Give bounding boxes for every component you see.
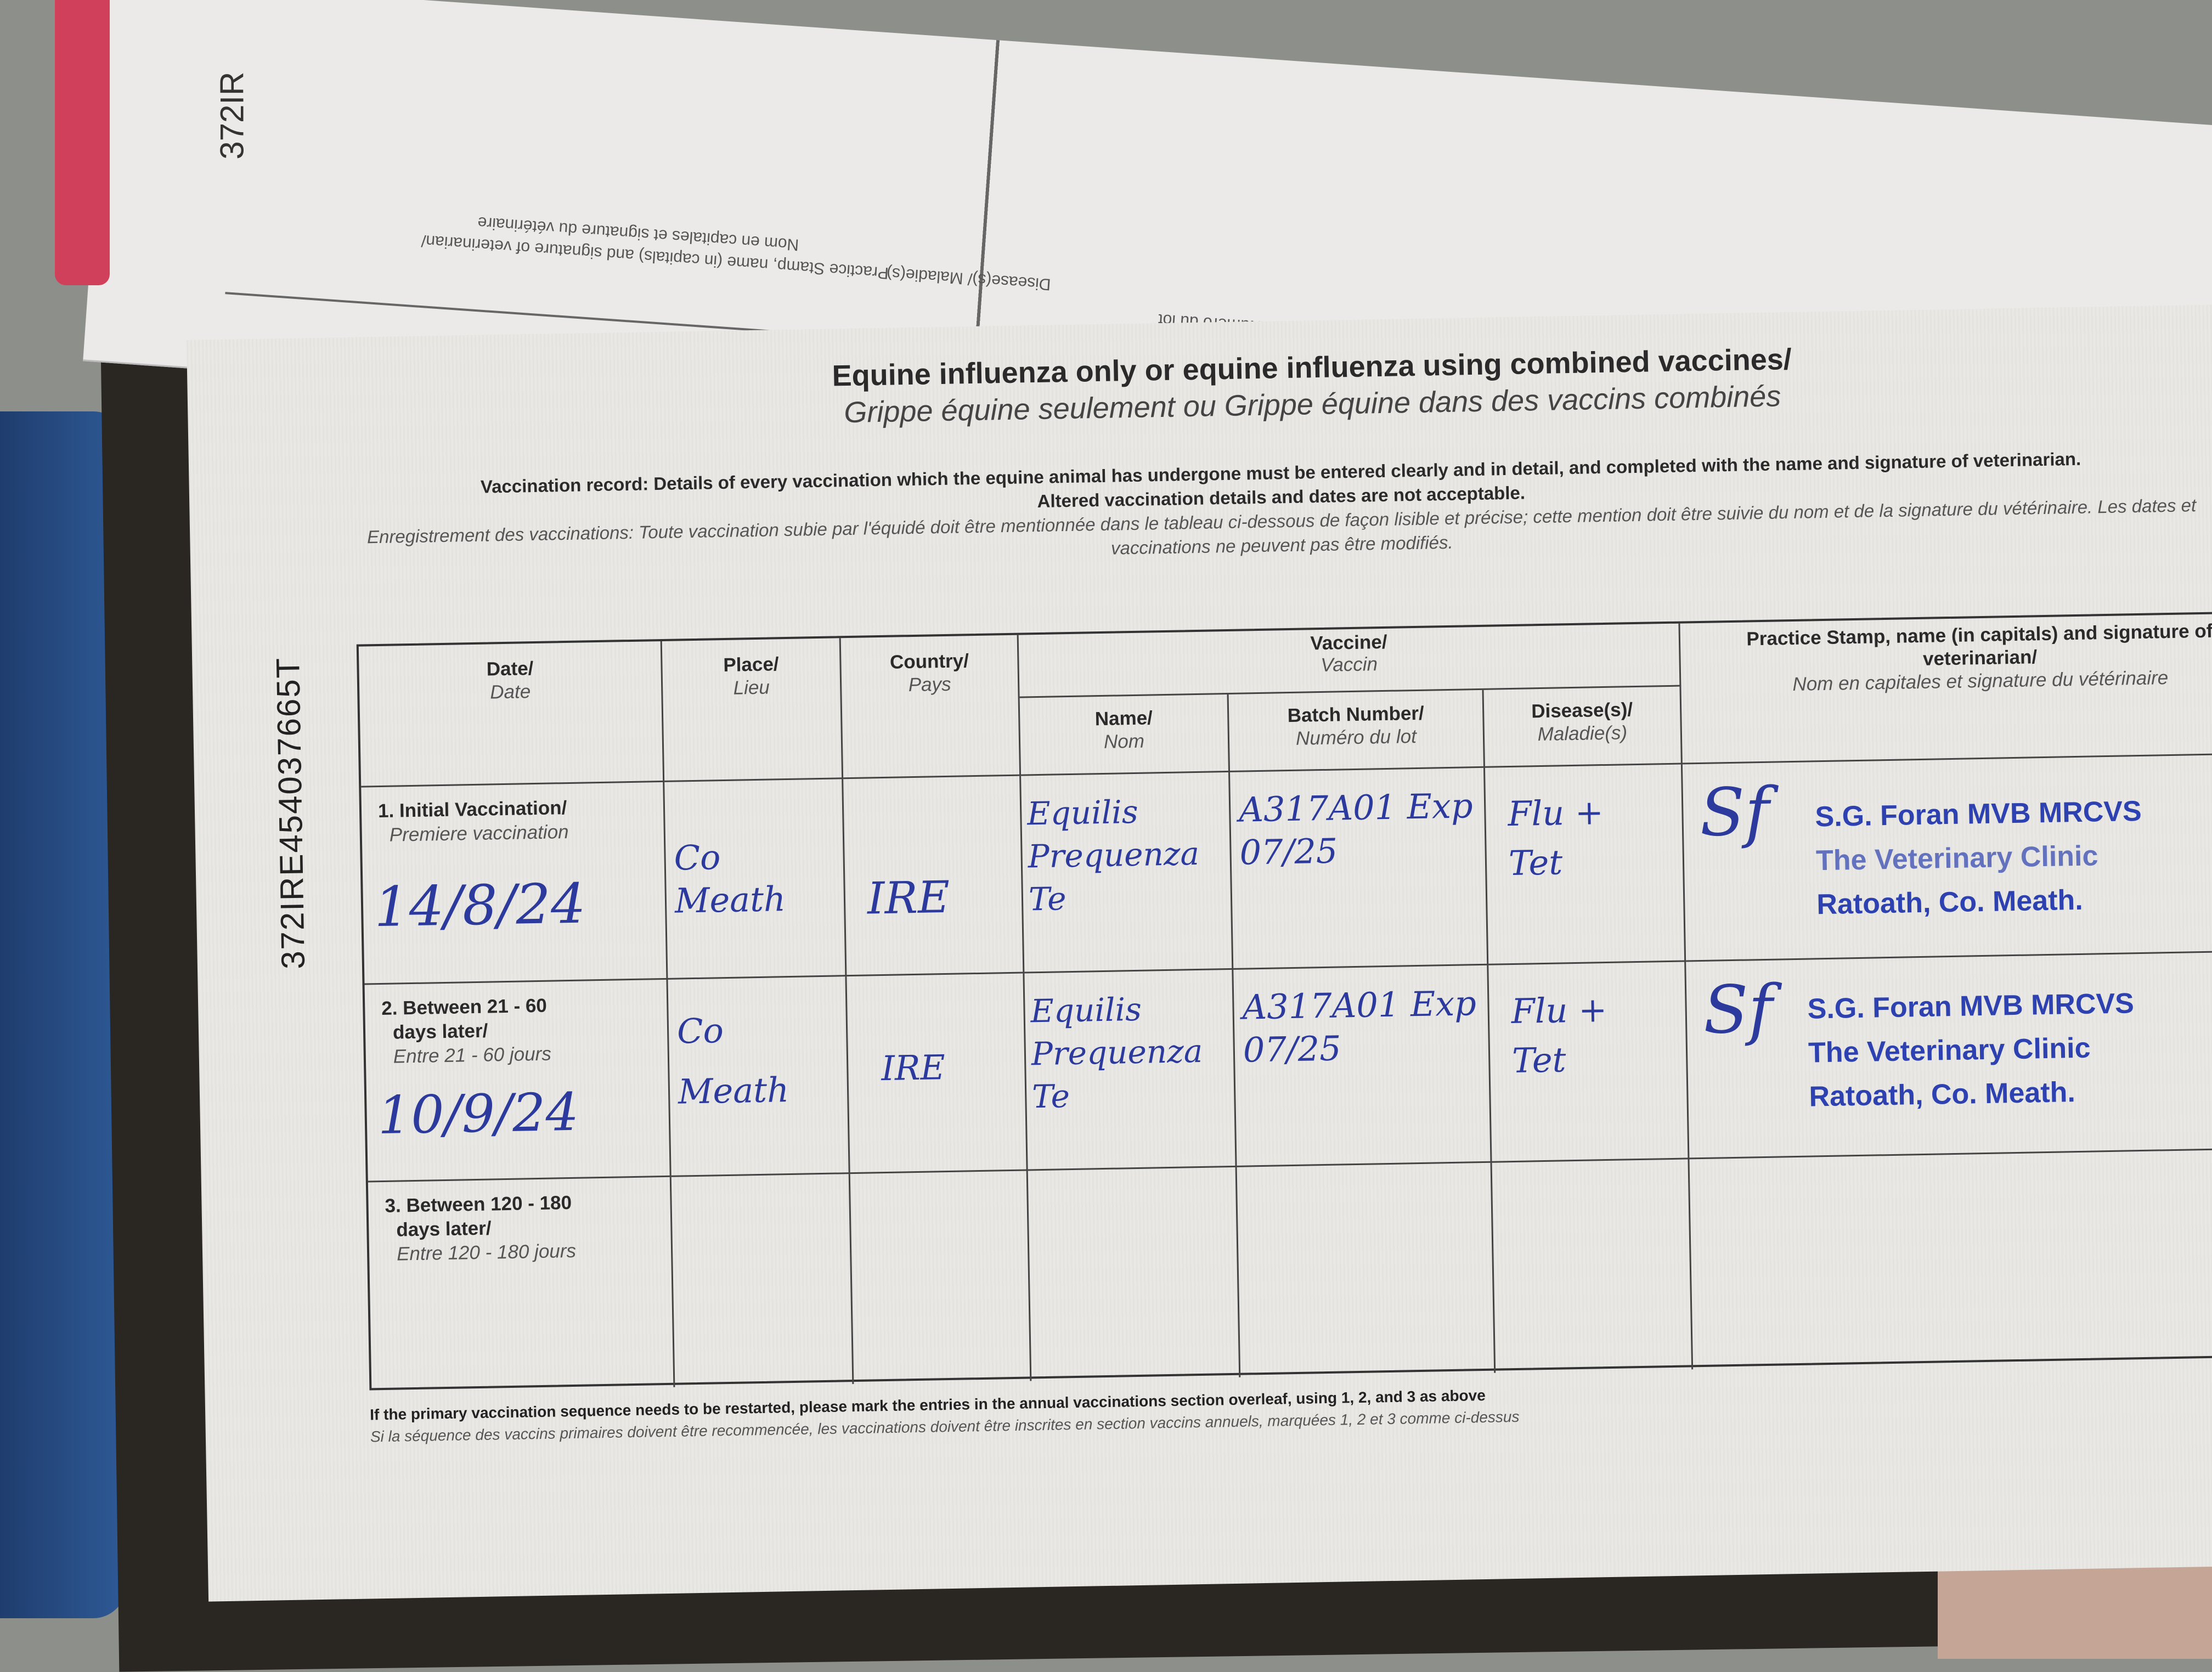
vet-stamp: S.G. Foran MVB MRCVS The Veterinary Clin… (1807, 981, 2136, 1119)
country-cell: IRE (847, 973, 1028, 1174)
top-page-id: 372IR (213, 71, 251, 160)
batch-value: A317A01 Exp 07/25 (1242, 983, 1477, 1070)
header-batch: Batch Number/Numéro du lot (1228, 690, 1485, 772)
stamp-line: Ratoath, Co. Meath. (1816, 884, 2084, 921)
intro-text: Vaccination record: Details of every vac… (348, 445, 2212, 574)
place-value: Co Meath (676, 1010, 789, 1112)
stamp-cell[interactable] (1689, 1149, 2212, 1369)
side-id: 372IRE454037665T (269, 657, 312, 970)
place-cell: Co Meath (664, 779, 847, 980)
footer-note: If the primary vaccination sequence need… (370, 1384, 1520, 1448)
signature: Sf (1702, 971, 1774, 1049)
row-label-third: 3. Between 120 - 180 days later/ Entre 1… (368, 1177, 675, 1393)
country-cell[interactable] (850, 1171, 1032, 1385)
place-value: Co Meath (673, 837, 786, 921)
country-cell: IRE (843, 776, 1025, 977)
row-label-initial: 1. Initial Vaccination/ Premiere vaccina… (361, 782, 668, 985)
row-label-second: 2. Between 21 - 60 days later/ Entre 21 … (364, 979, 672, 1183)
header-fr: Numéro du lot (1295, 725, 1417, 749)
batch-cell[interactable] (1237, 1162, 1496, 1377)
row-label-fr: Entre 21 - 60 jours (393, 1043, 552, 1067)
stamp-line: S.G. Foran MVB MRCVS (1807, 987, 2135, 1025)
vaccination-table: Date/Date Place/Lieu Country/Pays Vaccin… (356, 611, 2212, 1393)
place-cell: Co Meath (668, 976, 850, 1177)
disease-value: Flu + Tet (1507, 792, 1604, 884)
header-disease: Disease(s)/Maladie(s) (1483, 686, 1683, 768)
date-value: 14/8/24 (374, 871, 586, 940)
batch-cell: A317A01 Exp 07/25 (1230, 767, 1489, 970)
batch-cell: A317A01 Exp 07/25 (1233, 965, 1492, 1167)
stamp-cell: Sf S.G. Foran MVB MRCVS The Veterinary C… (1686, 951, 2212, 1160)
disease-cell: Flu + Tet (1488, 962, 1690, 1163)
header-fr: Lieu (733, 676, 770, 699)
intro-en-2: Altered vaccination details and dates ar… (1037, 482, 1526, 511)
country-value: IRE (867, 871, 950, 924)
signature: Sf (1699, 773, 1770, 851)
place-cell[interactable] (671, 1174, 854, 1387)
header-stamp: Practice Stamp, name (in capitals) and s… (1680, 613, 2212, 765)
disease-cell: Flu + Tet (1485, 764, 1686, 965)
vaccine-name-cell[interactable] (1028, 1167, 1241, 1381)
vaccine-name-value: Equilis Prequenza Te (1030, 990, 1203, 1116)
header-fr: Date (489, 681, 531, 703)
header-en: Name/ (1094, 707, 1153, 730)
header-place: Place/Lieu (662, 638, 844, 782)
stamp-line: Ratoath, Co. Meath. (1809, 1076, 2076, 1113)
header-en: Country/ (889, 650, 969, 673)
pink-tab (55, 0, 110, 285)
country-value: IRE (881, 1047, 946, 1089)
stamp-line: S.G. Foran MVB MRCVS (1815, 795, 2142, 833)
header-vaccine: Vaccine/Vaccin (1018, 623, 1681, 698)
header-en: Practice Stamp, name (in capitals) and s… (1746, 620, 2212, 670)
stamp-line: The Veterinary Clinic (1815, 840, 2098, 877)
disease-cell[interactable] (1492, 1159, 1694, 1373)
header-en: Place/ (723, 653, 779, 676)
date-value: 10/9/24 (377, 1082, 579, 1146)
stamp-cell: Sf S.G. Foran MVB MRCVS The Veterinary C… (1682, 754, 2212, 962)
header-date: Date/Date (358, 641, 665, 788)
vaccine-name-cell: Equilis Prequenza Te (1021, 772, 1234, 974)
vaccination-page: Equine influenza only or equine influenz… (187, 303, 2212, 1602)
header-name: Name/Nom (1019, 694, 1231, 776)
row-label-fr: Premiere vaccination (389, 821, 569, 846)
disease-value: Flu + Tet (1511, 990, 1607, 1081)
header-fr: Maladie(s) (1537, 722, 1628, 745)
batch-value: A317A01 Exp 07/25 (1238, 786, 1474, 873)
stamp-line: The Veterinary Clinic (1808, 1032, 2091, 1069)
header-fr: Nom (1103, 730, 1145, 753)
vet-stamp: S.G. Foran MVB MRCVS The Veterinary Clin… (1815, 789, 2143, 927)
header-en: Disease(s)/ (1531, 699, 1633, 722)
header-country: Country/Pays (840, 635, 1022, 779)
vaccine-name-cell: Equilis Prequenza Te (1024, 969, 1237, 1171)
row-label-fr: Entre 120 - 180 jours (396, 1240, 577, 1265)
header-fr: Pays (908, 673, 951, 696)
vaccine-name-value: Equilis Prequenza Te (1026, 793, 1200, 918)
